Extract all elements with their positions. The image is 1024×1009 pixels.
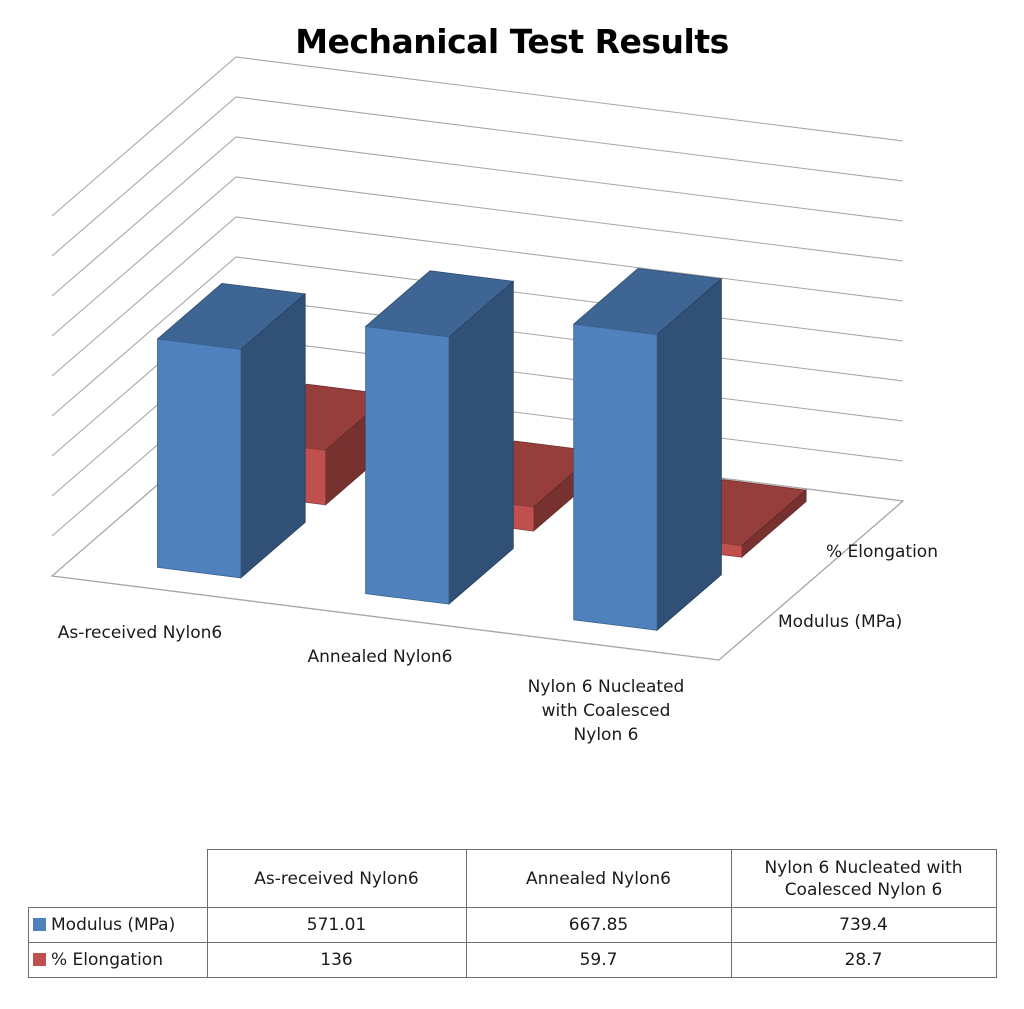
depth-axis-label: Modulus (MPa) [778,612,902,632]
chart-axis-labels: As-received Nylon6 Annealed Nylon6 Nylon 6… [58,542,938,745]
gridline [51,96,904,257]
legend-entry-modulus: Modulus (MPa) [51,915,176,935]
data-table-cell: 28.7 [730,942,997,978]
bar-front [365,326,450,605]
data-table-cell: 136 [206,942,467,978]
data-table-col-header: Nylon 6 Nucleated with Coalesced Nylon 6 [730,849,997,908]
data-table-row: Modulus (MPa) 571.01 667.85 739.4 [28,907,997,943]
data-table: As-received Nylon6 Annealed Nylon6 Nylon… [28,849,997,978]
data-table-cell: 59.7 [465,942,732,978]
data-table-cell: 571.01 [206,907,467,943]
bar-modulus [364,270,515,605]
legend-swatch-modulus [33,918,46,931]
data-table-col-header: Annealed Nylon6 [465,849,732,908]
gridline [51,176,904,337]
data-table-row-label: % Elongation [28,942,208,978]
x-tick-label: As-received Nylon6 [58,623,222,643]
gridline [51,136,904,297]
data-table-row: % Elongation 136 59.7 28.7 [28,942,997,978]
chart-title: Mechanical Test Results [295,22,729,61]
bar-side [448,280,514,605]
chart-bars [156,267,808,632]
depth-axis-label: % Elongation [826,542,938,562]
bar-modulus [156,282,307,579]
data-table-row-label: Modulus (MPa) [28,907,208,943]
data-table-corner [28,849,208,908]
gridline [51,56,904,217]
gridline [51,216,904,377]
data-table-col-header: As-received Nylon6 [206,849,467,908]
chart-plot: As-received Nylon6 Annealed Nylon6 Nylon 6… [50,56,938,745]
x-tick-label: Annealed Nylon6 [308,647,453,667]
bar-modulus [572,267,723,632]
data-table-cell: 739.4 [730,907,997,943]
legend-entry-elongation: % Elongation [51,950,163,970]
bar-front [573,323,658,631]
data-table-header-row: As-received Nylon6 Annealed Nylon6 Nylon… [28,849,997,908]
bar-side [656,278,722,632]
legend-swatch-elongation [33,953,46,966]
bar-front [157,338,242,579]
data-table-cell: 667.85 [465,907,732,943]
x-tick-label: Nylon 6 Nucleated with Coalesced Nylon 6 [528,677,685,745]
